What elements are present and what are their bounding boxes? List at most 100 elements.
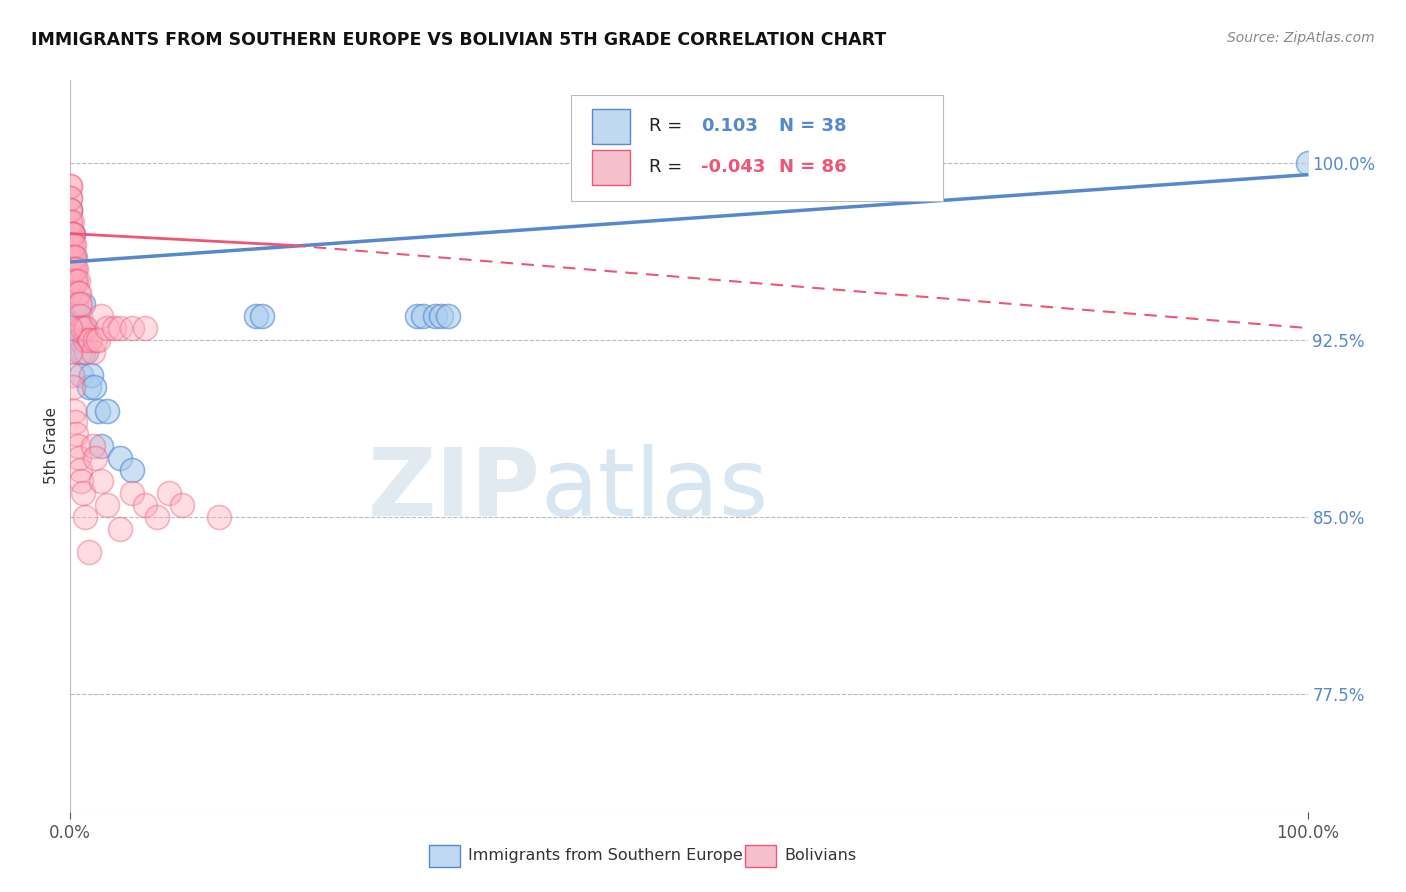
Point — [72, 297, 94, 311]
Point — [430, 310, 453, 324]
Point — [60, 250, 83, 264]
Text: 0.103: 0.103 — [702, 118, 758, 136]
Point — [84, 450, 107, 465]
Point — [59, 191, 82, 205]
Point — [60, 368, 83, 383]
Text: -0.043: -0.043 — [702, 158, 766, 177]
Point — [66, 285, 89, 300]
Point — [250, 310, 273, 324]
Point — [70, 321, 93, 335]
Point — [59, 285, 82, 300]
Point — [65, 262, 87, 277]
Point — [59, 238, 82, 252]
Point — [60, 262, 83, 277]
Point — [65, 427, 87, 442]
Point — [62, 238, 84, 252]
Point — [60, 227, 83, 241]
Point — [90, 310, 112, 324]
Point — [63, 250, 86, 264]
Point — [59, 285, 82, 300]
Point — [60, 227, 83, 241]
Point — [75, 344, 97, 359]
Point — [65, 297, 87, 311]
Point — [69, 297, 91, 311]
Text: N = 38: N = 38 — [779, 118, 846, 136]
Point — [59, 227, 82, 241]
Point — [63, 250, 86, 264]
Point — [66, 321, 89, 335]
Point — [79, 333, 101, 347]
Point — [77, 333, 100, 347]
Point — [65, 274, 87, 288]
Point — [134, 498, 156, 512]
Point — [63, 262, 86, 277]
Point — [62, 227, 84, 241]
Point — [59, 238, 82, 252]
Point — [59, 250, 82, 264]
Point — [59, 202, 82, 217]
Point — [90, 475, 112, 489]
Point — [121, 486, 143, 500]
Text: N = 86: N = 86 — [779, 158, 846, 177]
Point — [108, 321, 131, 335]
Point — [412, 310, 434, 324]
Point — [65, 274, 87, 288]
Point — [405, 310, 427, 324]
Point — [80, 368, 103, 383]
Point — [60, 238, 83, 252]
Point — [65, 416, 87, 430]
Point — [62, 262, 84, 277]
Text: Immigrants from Southern Europe: Immigrants from Southern Europe — [468, 848, 742, 863]
Text: R =: R = — [650, 158, 689, 177]
Point — [59, 191, 82, 205]
Point — [59, 227, 82, 241]
Point — [67, 297, 90, 311]
Text: R =: R = — [650, 118, 689, 136]
Point — [59, 215, 82, 229]
Point — [67, 450, 90, 465]
Point — [59, 215, 82, 229]
Point — [69, 462, 91, 476]
Point — [65, 250, 87, 264]
Y-axis label: 5th Grade: 5th Grade — [44, 408, 59, 484]
Point — [59, 250, 82, 264]
Point — [62, 227, 84, 241]
Point — [66, 439, 89, 453]
Point — [75, 321, 97, 335]
Point — [60, 215, 83, 229]
Point — [103, 321, 125, 335]
Point — [75, 509, 97, 524]
Point — [62, 250, 84, 264]
Point — [59, 202, 82, 217]
Point — [59, 344, 82, 359]
Text: Bolivians: Bolivians — [785, 848, 856, 863]
Point — [134, 321, 156, 335]
Point — [66, 274, 89, 288]
Point — [96, 321, 118, 335]
Point — [59, 227, 82, 241]
Text: ZIP: ZIP — [367, 444, 540, 536]
Point — [59, 250, 82, 264]
Point — [208, 509, 231, 524]
Point — [65, 262, 87, 277]
Point — [84, 333, 107, 347]
Point — [59, 274, 82, 288]
Point — [121, 462, 143, 476]
Point — [59, 179, 82, 194]
Point — [170, 498, 193, 512]
Point — [75, 333, 97, 347]
Point — [69, 344, 91, 359]
Point — [60, 250, 83, 264]
Point — [157, 486, 180, 500]
Point — [59, 321, 82, 335]
Point — [72, 321, 94, 335]
Point — [86, 403, 108, 417]
Point — [121, 321, 143, 335]
Point — [96, 498, 118, 512]
Point — [59, 202, 82, 217]
Point — [63, 403, 86, 417]
Point — [77, 380, 100, 394]
FancyBboxPatch shape — [592, 150, 630, 185]
Point — [245, 310, 267, 324]
Point — [59, 274, 82, 288]
